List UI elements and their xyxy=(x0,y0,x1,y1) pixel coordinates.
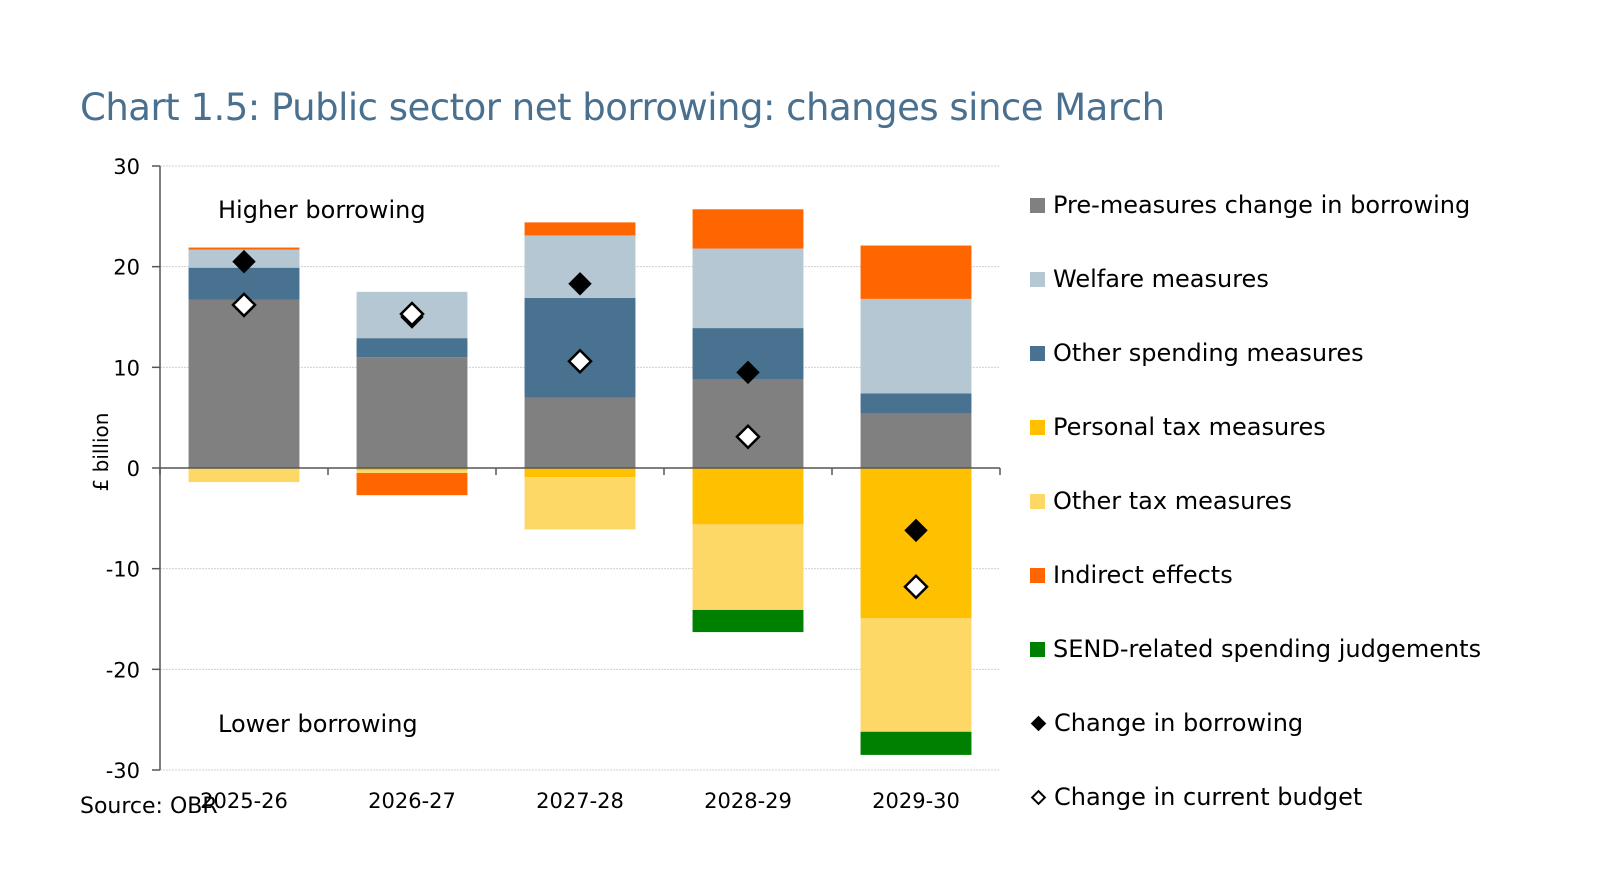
legend-swatch xyxy=(1030,493,1045,509)
marker-change-in-current-budget xyxy=(567,348,593,375)
bar-segment-welfare-measures xyxy=(860,298,972,394)
marker-change-in-borrowing xyxy=(568,272,592,296)
marker-change-in-borrowing xyxy=(232,249,256,274)
x-tick-label: 2025-26 xyxy=(200,789,288,813)
legend: Pre-measures change in borrowing Welfare … xyxy=(1030,168,1481,834)
y-tick-label: 0 xyxy=(127,457,140,481)
bar-segment-pre-measures-change-in-borrowing xyxy=(860,413,972,468)
legend-item: SEND-related spending judgements xyxy=(1030,612,1481,686)
bar-segment-other-spending-measures xyxy=(860,393,972,414)
legend-item: Pre-measures change in borrowing xyxy=(1030,168,1481,242)
legend-item: Other spending measures xyxy=(1030,316,1481,390)
legend-swatch xyxy=(1030,567,1045,583)
y-tick-label: 30 xyxy=(113,155,140,179)
legend-label: Change in borrowing xyxy=(1054,709,1304,737)
bar-segment-other-tax-measures xyxy=(524,477,636,530)
x-tick-label: 2026-27 xyxy=(368,789,456,813)
y-tick-label: 20 xyxy=(113,256,140,280)
bar-segment-other-spending-measures xyxy=(356,338,468,358)
marker-change-in-borrowing xyxy=(904,518,928,543)
bar-segment-welfare-measures xyxy=(692,248,804,329)
bar-segment-pre-measures-change-in-borrowing xyxy=(188,299,300,468)
bar-segment-send-related-spending-judgements xyxy=(860,731,972,755)
annotation-lower-borrowing: Lower borrowing xyxy=(218,710,418,738)
marker-change-in-current-budget xyxy=(735,424,761,450)
bar-segment-personal-tax-measures xyxy=(356,468,468,471)
legend-swatch xyxy=(1030,271,1045,287)
legend-swatch xyxy=(1030,197,1045,213)
bar-segment-personal-tax-measures xyxy=(692,468,804,525)
legend-item: Change in current budget xyxy=(1030,760,1481,834)
y-tick-label: -10 xyxy=(106,558,140,582)
bar-segment-pre-measures-change-in-borrowing xyxy=(692,379,804,468)
y-tick-label: -20 xyxy=(106,658,140,682)
source-note: Source: OBR xyxy=(80,794,218,819)
legend-label: SEND-related spending judgements xyxy=(1053,635,1482,663)
bar-segment-indirect-effects xyxy=(692,209,804,249)
y-tick-label: 10 xyxy=(113,356,140,380)
bar-segment-indirect-effects xyxy=(860,245,972,299)
bar-segment-other-tax-measures xyxy=(860,617,972,732)
bar-segment-other-tax-measures xyxy=(356,470,468,474)
filled-diamond-icon xyxy=(1030,715,1047,731)
legend-label: Other tax measures xyxy=(1053,487,1292,515)
legend-item: Other tax measures xyxy=(1030,464,1481,538)
y-axis-label: £ billion xyxy=(89,413,113,492)
legend-swatch xyxy=(1030,419,1045,435)
legend-label: Change in current budget xyxy=(1054,783,1363,811)
bar-segment-indirect-effects xyxy=(524,222,636,236)
bar-segment-indirect-effects xyxy=(356,473,468,496)
bar-segment-other-tax-measures xyxy=(188,468,300,483)
legend-label: Pre-measures change in borrowing xyxy=(1053,191,1471,219)
marker-change-in-current-budget xyxy=(231,292,257,318)
open-diamond-icon xyxy=(1030,789,1047,805)
annotation-higher-borrowing: Higher borrowing xyxy=(218,196,426,224)
bar-segment-send-related-spending-judgements xyxy=(692,609,804,633)
chart-title: Chart 1.5: Public sector net borrowing: … xyxy=(80,86,1165,129)
axis-labels: 30 20 10 0 -10 -20 -30 2025-26 2026-27 2027-28 202… xyxy=(106,155,960,813)
bars xyxy=(188,209,972,755)
bar-segment-other-tax-measures xyxy=(692,524,804,610)
legend-item: Change in borrowing xyxy=(1030,686,1481,760)
markers xyxy=(231,249,929,600)
bar-segment-other-spending-measures xyxy=(524,297,636,398)
x-tick-label: 2027-28 xyxy=(536,789,624,813)
marker-change-in-current-budget xyxy=(399,301,425,327)
axes xyxy=(152,165,1001,771)
legend-label: Other spending measures xyxy=(1053,339,1364,367)
marker-change-in-borrowing xyxy=(736,360,760,385)
bar-segment-pre-measures-change-in-borrowing xyxy=(356,357,468,468)
bar-segment-personal-tax-measures xyxy=(524,468,636,478)
legend-label: Personal tax measures xyxy=(1053,413,1326,441)
bar-segment-pre-measures-change-in-borrowing xyxy=(524,397,636,468)
legend-swatch xyxy=(1030,641,1045,657)
y-tick-label: -30 xyxy=(106,759,140,783)
marker-change-in-current-budget xyxy=(903,574,929,600)
x-tick-label: 2028-29 xyxy=(704,789,792,813)
bar-segment-indirect-effects xyxy=(188,247,300,250)
legend-swatch xyxy=(1030,345,1045,361)
legend-label: Indirect effects xyxy=(1053,561,1233,589)
x-tick-label: 2029-30 xyxy=(872,789,960,813)
legend-label: Welfare measures xyxy=(1053,265,1269,293)
legend-item: Indirect effects xyxy=(1030,538,1481,612)
legend-item: Personal tax measures xyxy=(1030,390,1481,464)
legend-item: Welfare measures xyxy=(1030,242,1481,316)
